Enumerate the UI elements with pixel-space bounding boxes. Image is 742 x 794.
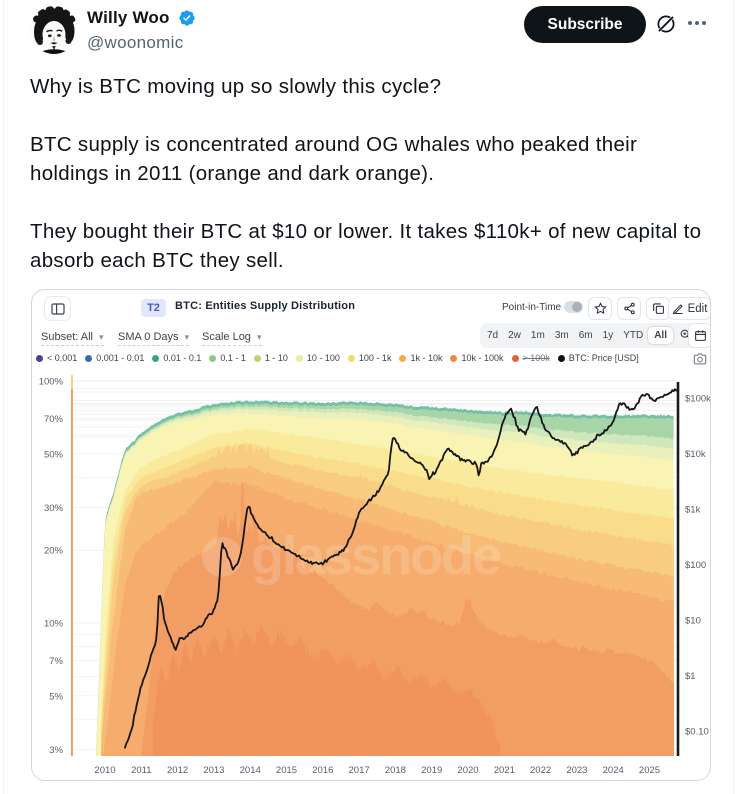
svg-text:$1k: $1k	[685, 505, 701, 516]
svg-text:30%: 30%	[44, 503, 64, 514]
svg-text:$100: $100	[685, 560, 706, 571]
svg-text:5%: 5%	[49, 691, 63, 702]
svg-text:2024: 2024	[603, 765, 624, 776]
svg-text:70%: 70%	[44, 414, 64, 425]
svg-text:2010: 2010	[94, 765, 115, 776]
svg-text:2015: 2015	[276, 765, 297, 776]
svg-text:2013: 2013	[203, 765, 224, 776]
svg-text:2022: 2022	[530, 765, 551, 776]
svg-text:2018: 2018	[385, 765, 406, 776]
svg-text:7%: 7%	[49, 656, 63, 667]
svg-text:100%: 100%	[39, 377, 64, 388]
svg-text:$100k: $100k	[685, 394, 711, 405]
svg-text:2011: 2011	[131, 765, 151, 776]
svg-text:2020: 2020	[457, 765, 478, 776]
svg-text:2016: 2016	[312, 765, 333, 776]
svg-text:2014: 2014	[240, 765, 261, 776]
svg-text:10%: 10%	[44, 619, 64, 630]
svg-text:2025: 2025	[639, 765, 660, 776]
svg-text:$1: $1	[685, 671, 696, 682]
svg-text:2023: 2023	[566, 765, 587, 776]
svg-text:$0.10: $0.10	[685, 727, 709, 738]
svg-text:$10k: $10k	[685, 449, 706, 460]
svg-text:3%: 3%	[49, 745, 63, 756]
svg-text:$10: $10	[685, 616, 701, 627]
svg-text:50%: 50%	[44, 449, 64, 460]
svg-text:20%: 20%	[44, 546, 64, 557]
svg-text:2012: 2012	[167, 765, 188, 776]
svg-text:2019: 2019	[421, 765, 442, 776]
svg-text:glassnode: glassnode	[251, 526, 501, 586]
svg-text:2021: 2021	[494, 765, 515, 776]
svg-text:2017: 2017	[349, 765, 370, 776]
